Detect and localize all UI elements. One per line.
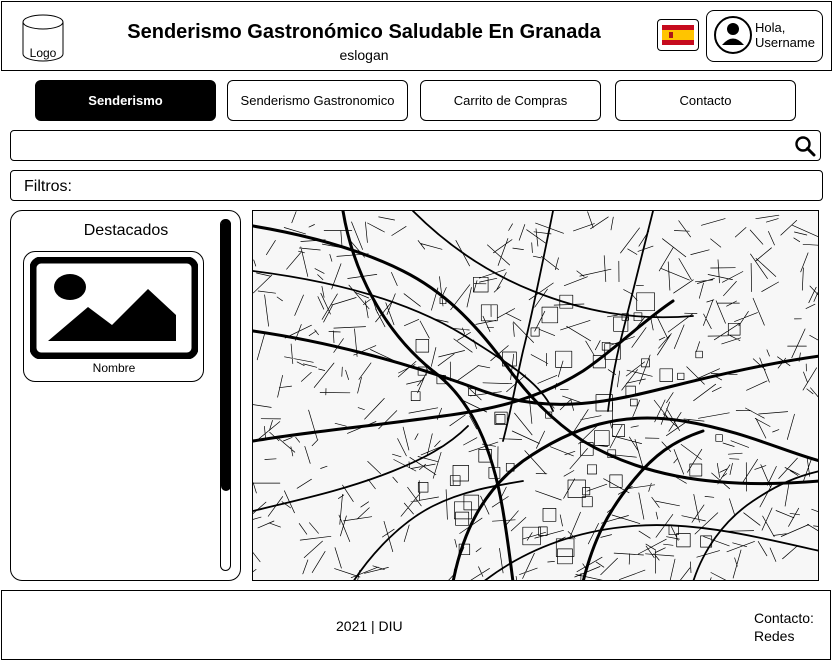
user-button[interactable]: Hola, Username <box>706 10 823 62</box>
featured-scrollbar[interactable] <box>220 219 231 571</box>
search-icon[interactable] <box>794 135 816 157</box>
street-lines <box>253 211 818 580</box>
user-greeting-label: Hola, <box>755 20 786 35</box>
featured-title: Destacados <box>83 222 169 239</box>
spain-flag-icon <box>662 25 694 45</box>
header: Logo Senderismo Gastronómico Saludable E… <box>1 1 832 71</box>
image-placeholder-icon <box>30 257 198 359</box>
map-view[interactable] <box>252 210 819 581</box>
scrollbar-thumb[interactable] <box>221 219 231 491</box>
street-map[interactable] <box>253 211 819 581</box>
footer-contact: Contacto: Redes <box>754 609 814 645</box>
user-avatar-icon <box>714 16 752 54</box>
major-roads <box>253 211 818 580</box>
page-title: Senderismo Gastronómico Saludable En Gra… <box>127 21 601 43</box>
language-button[interactable] <box>657 19 699 51</box>
user-name: Username <box>755 35 815 50</box>
page-slogan: eslogan <box>339 47 389 63</box>
nav-item-senderismo[interactable]: Senderismo <box>35 80 216 121</box>
footer-copyright: 2021 | DIU <box>336 618 403 634</box>
secondary-roads <box>253 211 818 580</box>
featured-card[interactable]: Nombre <box>23 251 204 382</box>
footer-contact-link[interactable]: Redes <box>754 628 795 644</box>
search-input[interactable] <box>10 130 821 161</box>
logo[interactable]: Logo <box>22 8 64 62</box>
nav-item-contacto[interactable]: Contacto <box>615 80 796 121</box>
nav-item-senderismo-gastronomico[interactable]: Senderismo Gastronomico <box>227 80 408 121</box>
user-greeting: Hola, Username <box>755 20 815 50</box>
footer-contact-label: Contacto: <box>754 610 814 626</box>
logo-cylinder-icon <box>22 14 64 62</box>
filters-label: Filtros: <box>24 178 72 195</box>
featured-card-name: Nombre <box>92 361 136 375</box>
nav-item-carrito[interactable]: Carrito de Compras <box>420 80 601 121</box>
minor-streets <box>253 211 818 580</box>
logo-label: Logo <box>29 46 57 60</box>
footer: 2021 | DIU Contacto: Redes <box>1 590 831 660</box>
featured-panel: Destacados Nombre <box>10 210 241 581</box>
filters-bar[interactable]: Filtros: <box>10 170 823 201</box>
